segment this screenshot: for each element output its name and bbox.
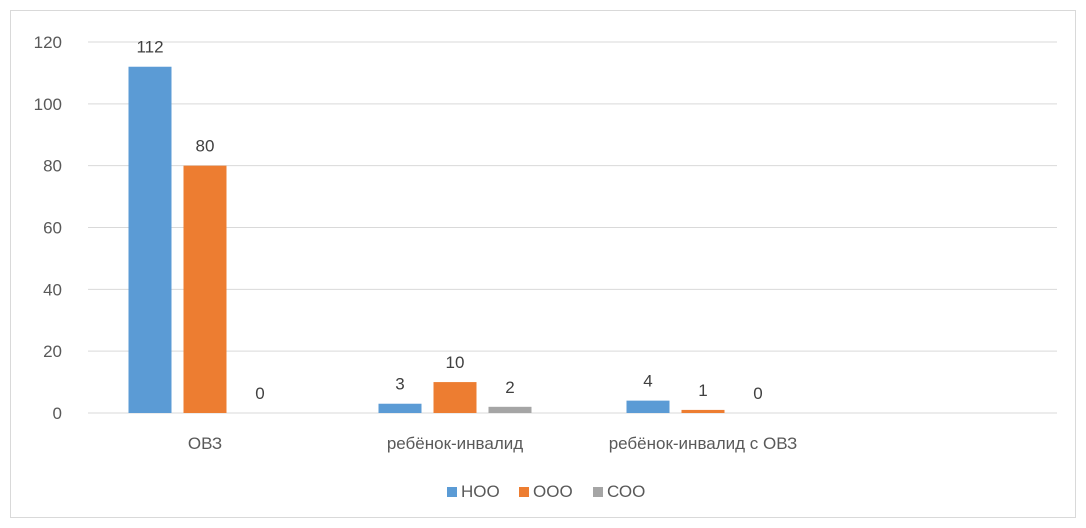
y-tick-label: 80 [43, 157, 62, 176]
category-label: ОВЗ [188, 434, 222, 453]
legend-label[interactable]: СОО [607, 482, 645, 501]
legend-label[interactable]: ООО [533, 482, 573, 501]
bar-1-3[interactable] [626, 400, 670, 413]
legend-swatch [447, 487, 457, 497]
category-label: ребёнок-инвалид [387, 434, 523, 453]
y-tick-label: 60 [43, 219, 62, 238]
y-axis-ticks: 0 20 40 60 80 100 120 [34, 33, 62, 423]
y-tick-label: 20 [43, 342, 62, 361]
gridlines [88, 41, 1057, 414]
legend[interactable]: НОО ООО СОО [447, 482, 645, 501]
data-label: 1 [698, 381, 707, 400]
y-tick-label: 0 [53, 404, 62, 423]
legend-swatch [519, 487, 529, 497]
data-label: 4 [643, 372, 652, 391]
bar-2-3[interactable] [681, 409, 725, 413]
bar-2-2[interactable] [433, 382, 477, 413]
data-label: 112 [136, 38, 163, 57]
data-label: 10 [446, 353, 465, 372]
bar-3-2[interactable] [488, 406, 532, 413]
bar-2-1[interactable] [183, 165, 227, 413]
data-label: 0 [255, 384, 264, 403]
y-tick-label: 40 [43, 280, 62, 299]
data-label: 0 [753, 384, 762, 403]
x-axis-categories: ОВЗ ребёнок-инвалид ребёнок-инвалид с ОВЗ [188, 434, 797, 453]
bar-1-1[interactable] [128, 66, 172, 413]
data-label: 80 [196, 137, 215, 156]
bars [128, 66, 725, 413]
legend-swatch [593, 487, 603, 497]
y-tick-label: 120 [34, 33, 62, 52]
category-label: ребёнок-инвалид с ОВЗ [609, 434, 798, 453]
data-label: 2 [505, 378, 514, 397]
y-tick-label: 100 [34, 95, 62, 114]
legend-label[interactable]: НОО [461, 482, 500, 501]
data-label: 3 [395, 375, 404, 394]
bar-1-2[interactable] [378, 403, 422, 413]
